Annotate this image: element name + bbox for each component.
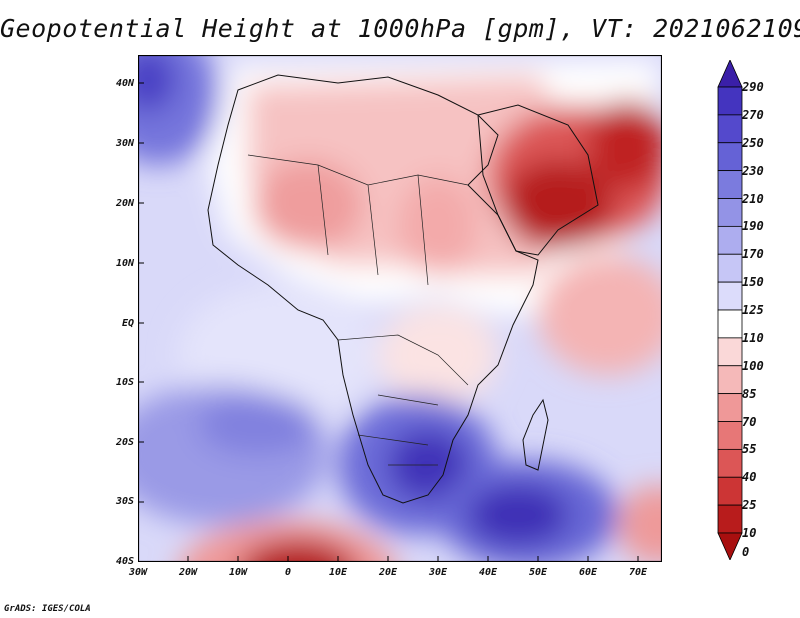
indian-ocean-high-core (468, 485, 568, 545)
colorbar-swatch (717, 393, 743, 422)
colorbar-swatch (717, 448, 743, 478)
colorbar-swatch (717, 476, 743, 506)
lat-label-40s: 40S (115, 556, 134, 567)
colorbar-label: 70 (742, 415, 757, 429)
colorbar-label: 170 (742, 247, 764, 261)
country-borders (247, 154, 469, 466)
colorbar-label: 25 (742, 498, 757, 512)
colorbar-swatch (717, 337, 743, 367)
arabian-low-core (503, 160, 613, 250)
lat-label-30n: 30N (115, 138, 134, 149)
colorbar-swatch (717, 421, 743, 450)
height-field (138, 55, 662, 562)
africa-coastline (207, 74, 539, 504)
colorbar-label: 290 (742, 80, 764, 94)
colorbar-swatch (717, 253, 743, 283)
lon-label-10e: 10E (328, 567, 348, 578)
arabia-coastline (477, 104, 599, 256)
lon-label-50e: 50E (528, 567, 548, 578)
colorbar-label: 210 (742, 192, 764, 206)
lat-ticks (138, 82, 144, 503)
colorbar-bottom-triangle (717, 532, 743, 560)
lon-ticks (187, 556, 639, 562)
lon-label-30e: 30E (428, 567, 448, 578)
colorbar-swatch (717, 281, 743, 311)
lat-label-40n: 40N (115, 78, 134, 89)
lat-label-20s: 20S (115, 437, 134, 448)
colorbar-swatch (717, 86, 743, 116)
iran-low (588, 100, 662, 190)
colorbar-swatch (717, 170, 743, 199)
lat-label-30s: 30S (115, 496, 134, 507)
colorbar-label: 230 (742, 164, 764, 178)
lon-label-30w: 30W (128, 567, 148, 578)
chart-title: Geopotential Height at 1000hPa [gpm], VT… (0, 14, 800, 43)
lat-label-20n: 20N (115, 198, 134, 209)
colorbar-swatch (717, 198, 743, 227)
colorbar-label: 270 (742, 108, 764, 122)
lon-label-70e: 70E (628, 567, 648, 578)
lon-label-0: 0 (284, 567, 292, 578)
plot-frame (138, 55, 662, 562)
colorbar-swatch (717, 142, 743, 172)
azores-high-core (138, 55, 176, 112)
map-plot[interactable] (138, 55, 662, 562)
colorbar-swatch (717, 309, 743, 339)
colorbar-label: 190 (742, 219, 764, 233)
lon-label-10w: 10W (228, 567, 248, 578)
southeast-low (618, 485, 662, 562)
map-svg (138, 55, 662, 562)
lat-label-eq: EQ (121, 318, 134, 329)
colorbar-label: 10 (742, 526, 757, 540)
colorbar-label: 55 (742, 442, 757, 456)
arabian-sea (538, 255, 662, 375)
colorbar-label: 0 (742, 545, 750, 559)
colorbar-label: 40 (742, 470, 757, 484)
colorbar-label: 85 (742, 387, 757, 401)
colorbar (717, 60, 743, 560)
south-atlantic-low-core (242, 540, 354, 562)
lon-label-20e: 20E (378, 567, 398, 578)
colorbar-top-triangle (717, 60, 743, 88)
sahel-trough (253, 160, 363, 250)
colorbar-swatch (717, 114, 743, 144)
colorbar-label: 100 (742, 359, 764, 373)
colorbar-label: 110 (742, 331, 764, 345)
madagascar (522, 398, 549, 471)
colorbar-label: 250 (742, 136, 764, 150)
colorbar-swatch (717, 225, 743, 255)
colorbar-swatch (717, 365, 743, 395)
south-atlantic-high-core (198, 395, 318, 455)
lon-label-40e: 40E (478, 567, 498, 578)
colorbar-label: 125 (742, 303, 764, 317)
colorbar-swatch (717, 504, 743, 534)
lat-label-10s: 10S (115, 377, 134, 388)
lat-label-10n: 10N (115, 258, 134, 269)
credit-text: GrADS: IGES/COLA (4, 604, 91, 614)
colorbar-label: 150 (742, 275, 764, 289)
lon-label-60e: 60E (578, 567, 598, 578)
east-sahara (398, 175, 478, 275)
lon-label-20w: 20W (178, 567, 198, 578)
